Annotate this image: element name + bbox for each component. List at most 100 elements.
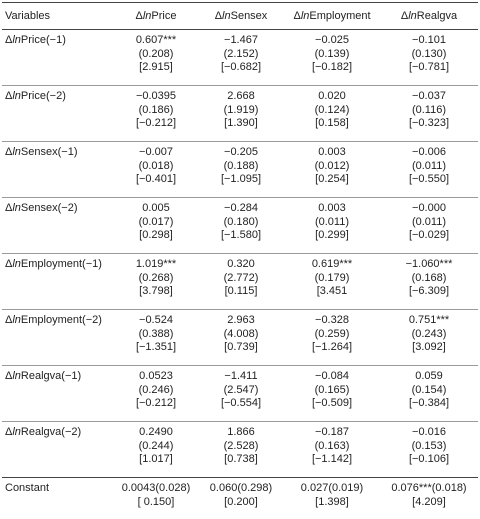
coefficient-with-se: 0.060(0.298) xyxy=(209,482,273,495)
t-stat: [−0.781] xyxy=(408,61,450,74)
cell: 1.866 (2.528) [0.738] xyxy=(198,422,284,478)
cell: −0.025 (0.139) [−0.182] xyxy=(284,30,380,86)
coefficient: −0.084 xyxy=(315,370,349,383)
t-stat: [3.451 xyxy=(316,285,348,298)
cell: −0.328 (0.259) [−1.264] xyxy=(284,310,380,366)
coefficient: 0.607*** xyxy=(135,34,177,47)
t-stat: [−0.682] xyxy=(220,61,262,74)
header-dlnprice: ΔlnPrice xyxy=(114,1,198,31)
coefficient: −0.524 xyxy=(139,314,173,327)
cell: 0.751*** (0.243) [3.092] xyxy=(380,310,478,366)
coefficient: −0.025 xyxy=(315,34,349,47)
cell: −0.016 (0.153) [−0.106] xyxy=(380,422,478,478)
std-error: (0.186) xyxy=(138,103,174,116)
coefficient: −0.007 xyxy=(139,146,173,159)
header-dlnemployment: ΔlnEmployment xyxy=(284,1,380,31)
t-stat: [0.299] xyxy=(315,229,349,242)
coefficient: −0.016 xyxy=(412,426,446,439)
cell: −0.084 (0.165) [−0.509] xyxy=(284,366,380,422)
coefficient: 1.019*** xyxy=(135,258,177,271)
cell: 2.963 (4.008) [0.739] xyxy=(198,310,284,366)
coefficient: −0.037 xyxy=(412,90,446,103)
std-error: (0.179) xyxy=(314,271,350,284)
t-stat: [0.738] xyxy=(224,453,258,466)
t-stat: [0.158] xyxy=(315,117,349,130)
cell: 0.619*** (0.179) [3.451 xyxy=(284,254,380,310)
coefficient: −0.187 xyxy=(315,426,349,439)
cell: −0.007 (0.018) [−0.401] xyxy=(114,142,198,198)
coefficient: 0.619*** xyxy=(311,258,353,271)
std-error: (2.772) xyxy=(223,271,259,284)
std-error: (0.130) xyxy=(411,47,447,60)
table-row: ΔlnPrice(−1) 0.607*** (0.208) [2.915] −1.4… xyxy=(2,30,478,86)
row-label: ΔlnSensex(−2) xyxy=(5,202,78,215)
t-stat: [−1.142] xyxy=(311,453,353,466)
cell: 0.003 (0.011) [0.299] xyxy=(284,198,380,254)
cell: −1.411 (2.547) [−0.554] xyxy=(198,366,284,422)
header-variables: Variables xyxy=(2,1,114,31)
cell: 0.0043(0.028)[ 0.150] xyxy=(114,478,198,519)
table-body: ΔlnPrice(−1) 0.607*** (0.208) [2.915] −1.4… xyxy=(2,30,478,519)
italic-ln: ln xyxy=(300,10,310,22)
cell: 0.005 (0.017) [0.298] xyxy=(114,198,198,254)
cell: −0.000 (0.011) [−0.029] xyxy=(380,198,478,254)
t-stat: [−0.384] xyxy=(408,397,450,410)
std-error: (0.011) xyxy=(411,215,447,228)
std-error: (0.259) xyxy=(314,327,350,340)
italic-ln: ln xyxy=(408,10,417,22)
table-row: ΔlnPrice(−2) −0.0395 (0.186) [−0.212] 2.66… xyxy=(2,86,478,142)
t-stat: [1.390] xyxy=(224,117,258,130)
cell: 0.2490 (0.244) [1.017] xyxy=(114,422,198,478)
cell: −0.524 (0.388) [−1.351] xyxy=(114,310,198,366)
row-label: ΔlnEmployment(−1) xyxy=(5,258,102,271)
std-error: (2.547) xyxy=(223,383,259,396)
cell: 0.020 (0.124) [0.158] xyxy=(284,86,380,142)
std-error: (0.246) xyxy=(138,383,174,396)
std-error: (0.012) xyxy=(314,159,350,172)
t-stat: [−0.029] xyxy=(408,229,450,242)
t-stat: [−0.509] xyxy=(311,397,353,410)
italic-ln: ln xyxy=(12,370,21,383)
t-stat: [3.798] xyxy=(139,285,173,298)
std-error: (2.528) xyxy=(223,439,259,452)
t-stat: [−0.212] xyxy=(135,397,177,410)
cell: 0.003 (0.012) [0.254] xyxy=(284,142,380,198)
std-error: (0.153) xyxy=(411,439,447,452)
cell: −0.037 (0.116) [−0.323] xyxy=(380,86,478,142)
coefficient: −1.411 xyxy=(224,370,258,383)
italic-ln: ln xyxy=(12,426,21,439)
t-stat: [−0.550] xyxy=(408,173,450,186)
std-error: (0.208) xyxy=(138,47,174,60)
std-error: (0.268) xyxy=(138,271,174,284)
std-error: (0.154) xyxy=(411,383,447,396)
table-row: ΔlnEmployment(−2) −0.524 (0.388) [−1.351] … xyxy=(2,310,478,366)
coefficient: −1.060*** xyxy=(405,258,453,271)
coefficient: 1.866 xyxy=(227,426,255,439)
t-stat: [−0.106] xyxy=(408,453,450,466)
italic-ln: ln xyxy=(12,146,21,159)
table-row-constant: Constant 0.0043(0.028)[ 0.150] 0.060(0.2… xyxy=(2,478,478,519)
std-error: (2.152) xyxy=(223,47,259,60)
std-error: (0.188) xyxy=(223,159,259,172)
coefficient: 0.003 xyxy=(318,146,346,159)
italic-ln: ln xyxy=(222,10,231,22)
coefficient: 0.059 xyxy=(415,370,443,383)
cell: 0.076***(0.018) [4.209] xyxy=(380,478,478,519)
t-stat: [−0.182] xyxy=(311,61,353,74)
std-error: (0.124) xyxy=(314,103,350,116)
table-row: ΔlnRealgva(−2) 0.2490 (0.244) [1.017] 1.86… xyxy=(2,422,478,478)
row-label: ΔlnRealgva(−1) xyxy=(5,370,82,383)
cell: 1.019*** (0.268) [3.798] xyxy=(114,254,198,310)
t-stat: [−0.212] xyxy=(135,117,177,130)
coefficient: 0.003 xyxy=(318,202,346,215)
coefficient: 2.668 xyxy=(227,90,255,103)
cell: −0.0395 (0.186) [−0.212] xyxy=(114,86,198,142)
cell: −0.187 (0.163) [−1.142] xyxy=(284,422,380,478)
coefficient: −0.0395 xyxy=(135,90,177,103)
std-error: (0.168) xyxy=(411,271,447,284)
std-error: (0.018) xyxy=(138,159,174,172)
coefficient: 0.005 xyxy=(142,202,170,215)
cell: −0.006 (0.011) [−0.550] xyxy=(380,142,478,198)
italic-ln: ln xyxy=(142,10,152,22)
